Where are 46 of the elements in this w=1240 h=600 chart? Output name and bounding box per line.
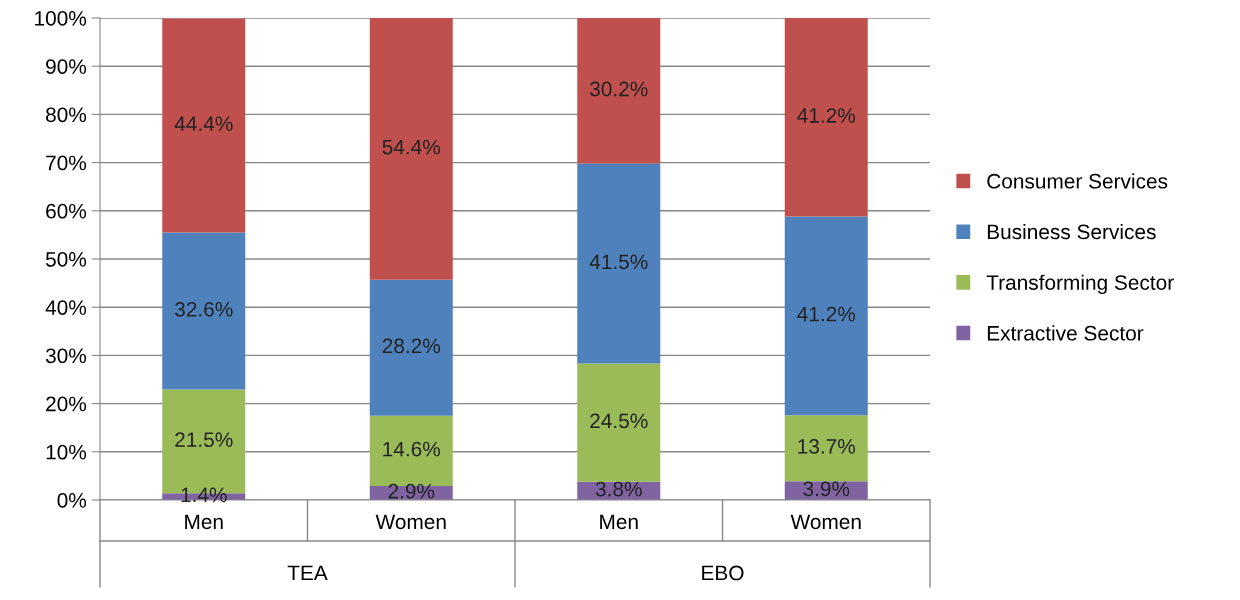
y-tick-label: 40% bbox=[45, 300, 87, 315]
y-tick-label: 100% bbox=[35, 11, 87, 26]
data-label: 54.4% bbox=[382, 139, 441, 155]
data-label: 41.2% bbox=[797, 306, 856, 322]
legend-label: Business Services bbox=[987, 223, 1156, 240]
bar bbox=[162, 232, 246, 390]
y-tick-label: 50% bbox=[45, 252, 87, 267]
data-label: 24.5% bbox=[590, 413, 648, 429]
data-label: 44.4% bbox=[174, 116, 233, 131]
legend-label: Consumer Services bbox=[987, 173, 1168, 189]
legend-label: Transforming Sector bbox=[986, 274, 1174, 295]
bar bbox=[577, 363, 661, 482]
data-label: 13.7% bbox=[798, 439, 856, 454]
bar bbox=[784, 18, 868, 217]
data-label: 3.8% bbox=[595, 481, 642, 497]
text: TEA bbox=[287, 565, 328, 581]
data-label: 28.2% bbox=[382, 338, 441, 354]
data-label: 32.6% bbox=[175, 301, 233, 317]
data-label: 21.5% bbox=[175, 432, 233, 448]
y-tick-label: 80% bbox=[46, 107, 87, 123]
bar bbox=[577, 163, 661, 364]
data-label: 41.5% bbox=[589, 254, 648, 270]
x-tick-label: Men bbox=[600, 514, 638, 530]
legend-label: Extractive Sector bbox=[987, 325, 1144, 341]
y-tick-label: 90% bbox=[46, 59, 87, 74]
y-tick-label: 70% bbox=[46, 155, 87, 171]
bar bbox=[369, 279, 453, 416]
y-tick-label: 30% bbox=[45, 348, 87, 364]
data-label: 2.9% bbox=[388, 483, 435, 499]
bar bbox=[162, 18, 246, 233]
bar bbox=[369, 18, 453, 280]
bar bbox=[784, 216, 868, 416]
y-tick-label: 0% bbox=[57, 493, 87, 508]
data-label: 41.2% bbox=[797, 108, 856, 123]
data-label: 3.9% bbox=[803, 481, 850, 497]
x-tick-label: Women bbox=[790, 514, 861, 530]
y-tick-label: 10% bbox=[46, 444, 87, 460]
data-label: 14.6% bbox=[383, 441, 441, 457]
bar bbox=[784, 415, 868, 482]
x-tick-label: Women bbox=[375, 514, 446, 530]
y-tick-label: 20% bbox=[46, 396, 87, 412]
data-label: 30.2% bbox=[590, 81, 648, 97]
y-tick-label: 60% bbox=[46, 203, 87, 219]
text: EBO bbox=[702, 565, 744, 581]
bar bbox=[577, 18, 661, 164]
x-tick-label: Men bbox=[185, 514, 223, 530]
